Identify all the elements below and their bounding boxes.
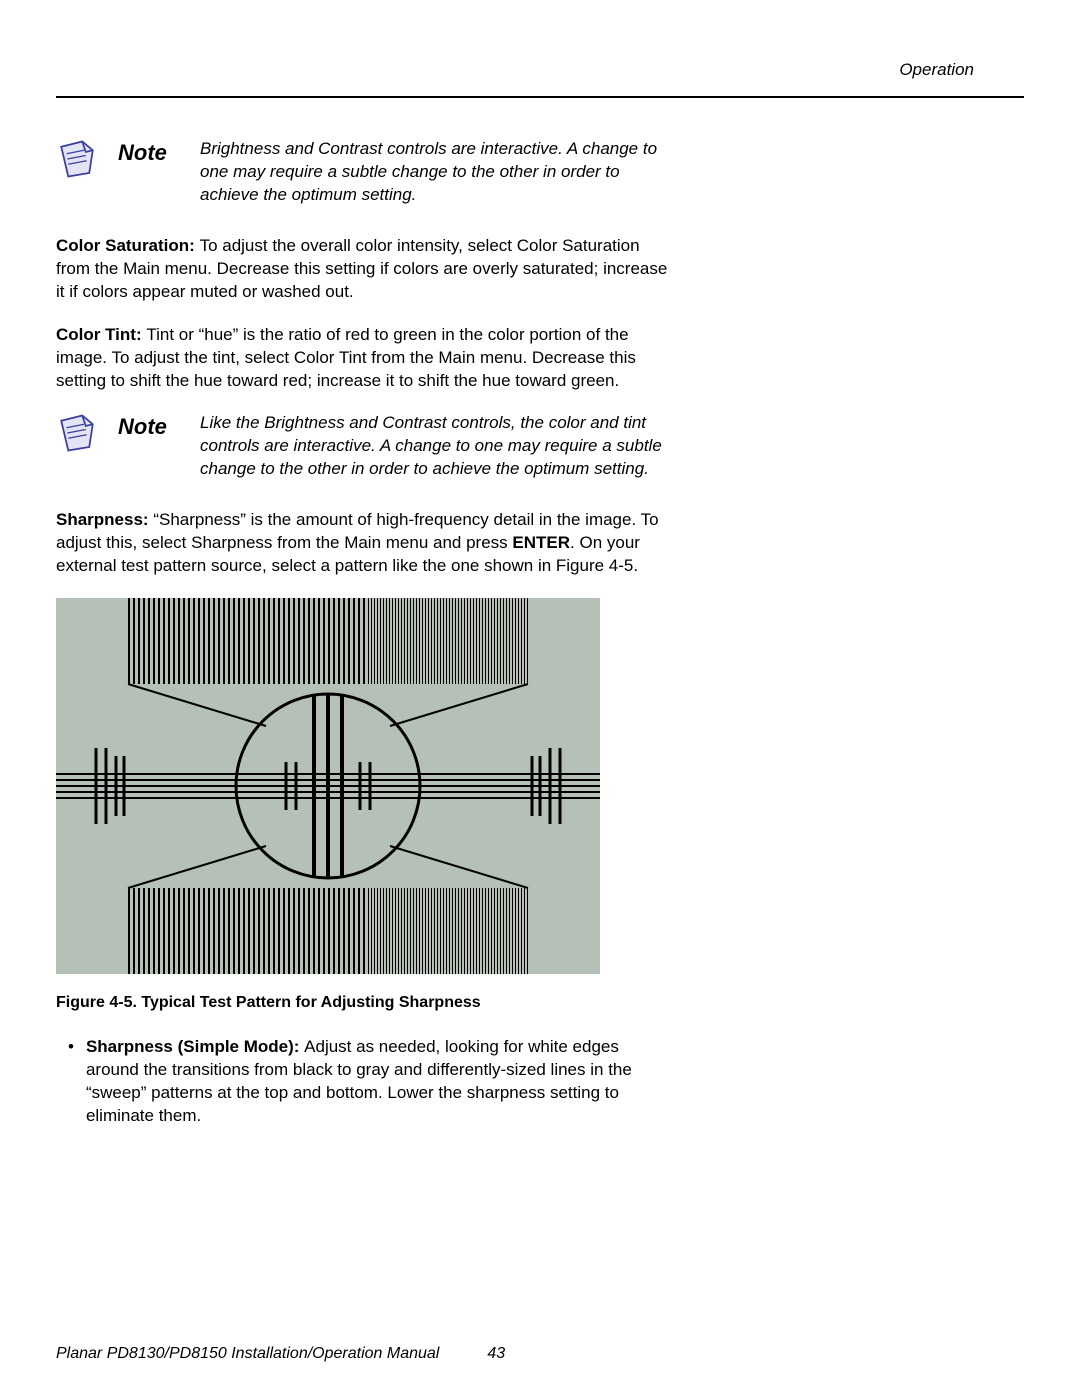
bullet-sharpness-simple: • Sharpness (Simple Mode): Adjust as nee… <box>56 1036 676 1128</box>
note-icon <box>56 138 98 180</box>
para-color-tint: Color Tint: Tint or “hue” is the ratio o… <box>56 324 676 393</box>
note-icon <box>56 412 98 454</box>
note-block-1: Note Brightness and Contrast controls ar… <box>56 138 676 207</box>
para-sharpness: Sharpness: “Sharpness” is the amount of … <box>56 509 676 578</box>
color-tint-head: Color Tint: <box>56 325 146 344</box>
para-color-saturation: Color Saturation: To adjust the overall … <box>56 235 676 304</box>
sharpness-enter: ENTER <box>512 533 570 552</box>
sharpness-head: Sharpness: <box>56 510 153 529</box>
content-column: Note Brightness and Contrast controls ar… <box>56 138 676 1128</box>
bullet-text: Sharpness (Simple Mode): Adjust as neede… <box>86 1036 676 1128</box>
note-text-1: Brightness and Contrast controls are int… <box>200 138 676 207</box>
figure-svg <box>56 598 600 974</box>
footer: Planar PD8130/PD8150 Installation/Operat… <box>56 1345 505 1363</box>
note-text-2: Like the Brightness and Contrast control… <box>200 412 676 481</box>
footer-title: Planar PD8130/PD8150 Installation/Operat… <box>56 1345 439 1363</box>
note-block-2: Note Like the Brightness and Contrast co… <box>56 412 676 481</box>
note-label: Note <box>118 138 180 166</box>
figure-test-pattern <box>56 598 600 974</box>
bullet-head: Sharpness (Simple Mode): <box>86 1037 304 1056</box>
footer-page-number: 43 <box>487 1345 505 1363</box>
note-label: Note <box>118 412 180 440</box>
figure-caption: Figure 4-5. Typical Test Pattern for Adj… <box>56 994 676 1012</box>
bullet-marker: • <box>68 1036 74 1128</box>
color-saturation-head: Color Saturation: <box>56 236 200 255</box>
header-rule <box>56 96 1024 98</box>
header-section: Operation <box>56 60 1024 80</box>
